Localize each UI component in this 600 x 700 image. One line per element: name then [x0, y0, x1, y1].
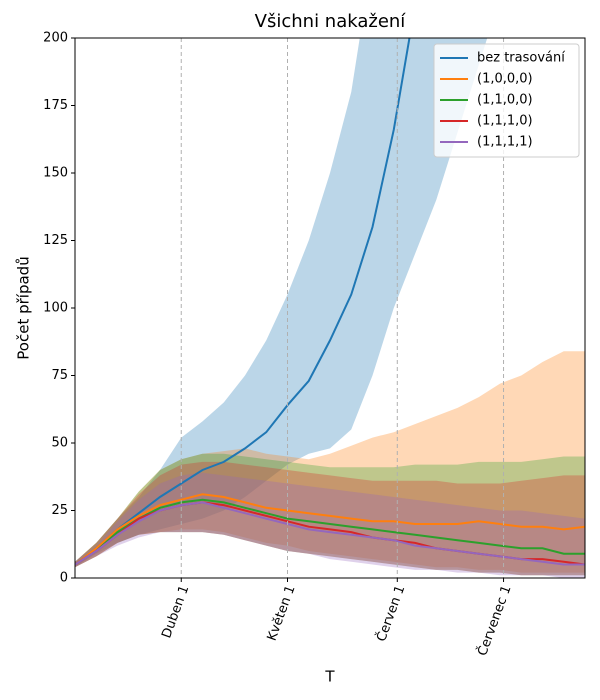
x-tick-label: Červen 1	[373, 583, 408, 644]
legend-label: (1,0,0,0)	[477, 72, 533, 87]
y-axis-label: Počet případů	[15, 256, 33, 359]
x-tick-label: Červenec 1	[474, 583, 514, 658]
series-line	[75, 493, 585, 566]
y-tick-label: 0	[60, 571, 68, 586]
x-tick-label: Duben 1	[159, 583, 192, 640]
legend-label: bez trasování	[477, 51, 565, 66]
y-tick-label: 200	[43, 31, 68, 46]
legend-box	[433, 43, 580, 158]
y-tick-label: 75	[51, 368, 68, 383]
legend-label: (1,1,1,1)	[477, 135, 533, 150]
confidence-band	[75, 351, 585, 573]
y-tick-label: 100	[43, 301, 68, 316]
y-tick-label: 50	[51, 436, 68, 451]
series-line	[75, 498, 585, 566]
x-axis-label: T	[324, 668, 335, 686]
x-tick-label: Květen 1	[265, 583, 299, 643]
y-tick-label: 125	[43, 233, 68, 248]
series-line	[75, 38, 411, 566]
y-tick-label: 175	[43, 98, 68, 113]
y-tick-label: 150	[43, 166, 68, 181]
series-line	[75, 501, 585, 566]
legend-label: (1,1,0,0)	[477, 93, 533, 108]
legend-label: (1,1,1,0)	[477, 114, 533, 129]
chart-title: Všichni nakažení	[255, 11, 407, 32]
confidence-band	[75, 461, 585, 576]
confidence-band	[75, 453, 585, 576]
plot-area	[75, 38, 585, 578]
axes-frame	[74, 37, 586, 579]
y-tick-label: 25	[51, 503, 68, 518]
